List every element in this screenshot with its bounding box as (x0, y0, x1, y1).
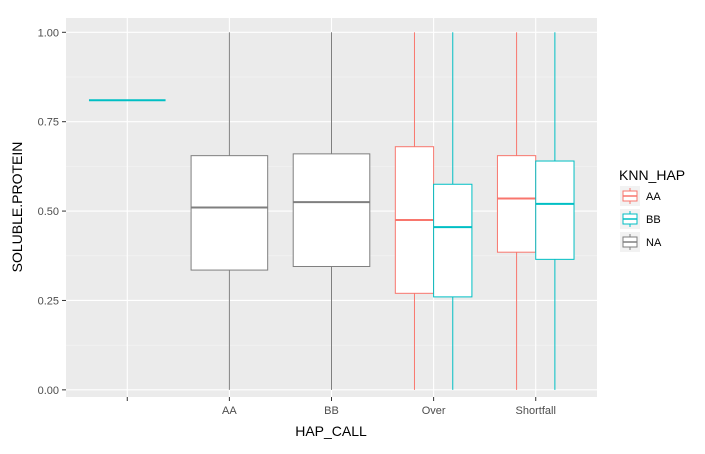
box-BB-NA (292, 32, 371, 390)
y-tick-label: 0.75 (38, 117, 59, 129)
box-series (88, 32, 575, 390)
y-axis-ticks: 0.00 0.25 0.50 0.75 1.00 (38, 27, 66, 397)
legend-title: KNN_HAP (619, 167, 685, 183)
y-tick-label: 1.00 (38, 27, 59, 39)
legend-entry-BB: BB (620, 209, 661, 229)
box-Over-AA (394, 32, 435, 390)
box-AA-NA (190, 32, 269, 390)
box-Shortfall-BB (535, 32, 575, 390)
x-axis-ticks: AA BB Over Shortfall (126, 397, 556, 417)
y-tick-label: 0.00 (38, 385, 59, 397)
legend-entry-AA: AA (620, 186, 661, 206)
box-body (496, 155, 537, 253)
box-body (292, 153, 371, 267)
box-body (433, 183, 473, 298)
x-tick-label: Shortfall (516, 405, 556, 417)
y-tick-label: 0.50 (38, 206, 59, 218)
x-axis-title: HAP_CALL (295, 423, 367, 439)
y-tick-label: 0.25 (38, 295, 59, 307)
legend-entry-NA: NA (620, 232, 662, 252)
box-Shortfall-AA (496, 32, 537, 390)
x-tick-label: Over (422, 405, 446, 417)
y-axis-title: SOLUBLE.PROTEIN (9, 142, 25, 273)
legend-label: AA (646, 191, 661, 203)
box-Over-BB (433, 32, 473, 390)
legend-entries: AA BB NA (620, 186, 662, 252)
x-tick-label: AA (222, 405, 237, 417)
box-body (190, 155, 269, 271)
box-body (535, 160, 575, 260)
legend-label: NA (646, 237, 662, 249)
x-tick-label: BB (324, 405, 339, 417)
legend-label: BB (646, 214, 661, 226)
legend: KNN_HAP AA BB NA (619, 167, 685, 252)
